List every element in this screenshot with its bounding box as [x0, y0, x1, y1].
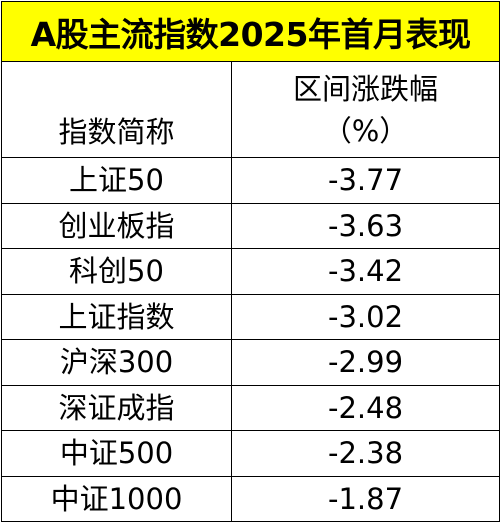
table-row: 上证指数 -3.02: [1, 293, 500, 340]
change-value-cell: -3.77: [230, 157, 500, 204]
header-change-line1: 区间涨跌幅: [293, 71, 439, 106]
change-value-cell: -3.42: [230, 248, 500, 295]
index-name-cell: 沪深300: [1, 339, 232, 386]
index-name-cell: 创业板指: [1, 202, 232, 249]
index-name-cell: 深证成指: [1, 384, 232, 431]
table-row: 沪深300 -2.99: [1, 339, 500, 386]
header-change-line2: （%）: [322, 113, 409, 148]
table-body: 上证50 -3.77 创业板指 -3.63 科创50 -3.42 上证指数 -3.02 沪深30…: [1, 157, 500, 522]
table-title: A股主流指数2025年首月表现: [0, 1, 500, 62]
change-value-cell: -3.02: [230, 293, 500, 340]
change-value-cell: -2.38: [230, 430, 500, 477]
index-name-cell: 中证500: [1, 430, 232, 477]
table-row: 中证500 -2.38: [1, 430, 500, 477]
change-value-cell: -2.99: [230, 339, 500, 386]
table-row: 创业板指 -3.63: [1, 202, 500, 249]
title-row: A股主流指数2025年首月表现: [0, 1, 500, 62]
table-row: 深证成指 -2.48: [1, 384, 500, 431]
header-change: 区间涨跌幅 （%）: [230, 61, 500, 158]
index-name-cell: 上证50: [1, 157, 232, 204]
index-name-cell: 上证指数: [1, 293, 232, 340]
header-index-name: 指数简称: [1, 61, 232, 158]
index-name-cell: 中证1000: [1, 475, 232, 522]
table-row: 上证50 -3.77: [1, 157, 500, 204]
index-name-cell: 科创50: [1, 248, 232, 295]
table-row: 科创50 -3.42: [1, 248, 500, 295]
change-value-cell: -3.63: [230, 202, 500, 249]
header-row: 指数简称 区间涨跌幅 （%）: [1, 61, 500, 158]
table-row: 中证1000 -1.87: [1, 475, 500, 522]
change-value-cell: -2.48: [230, 384, 500, 431]
change-value-cell: -1.87: [230, 475, 500, 522]
